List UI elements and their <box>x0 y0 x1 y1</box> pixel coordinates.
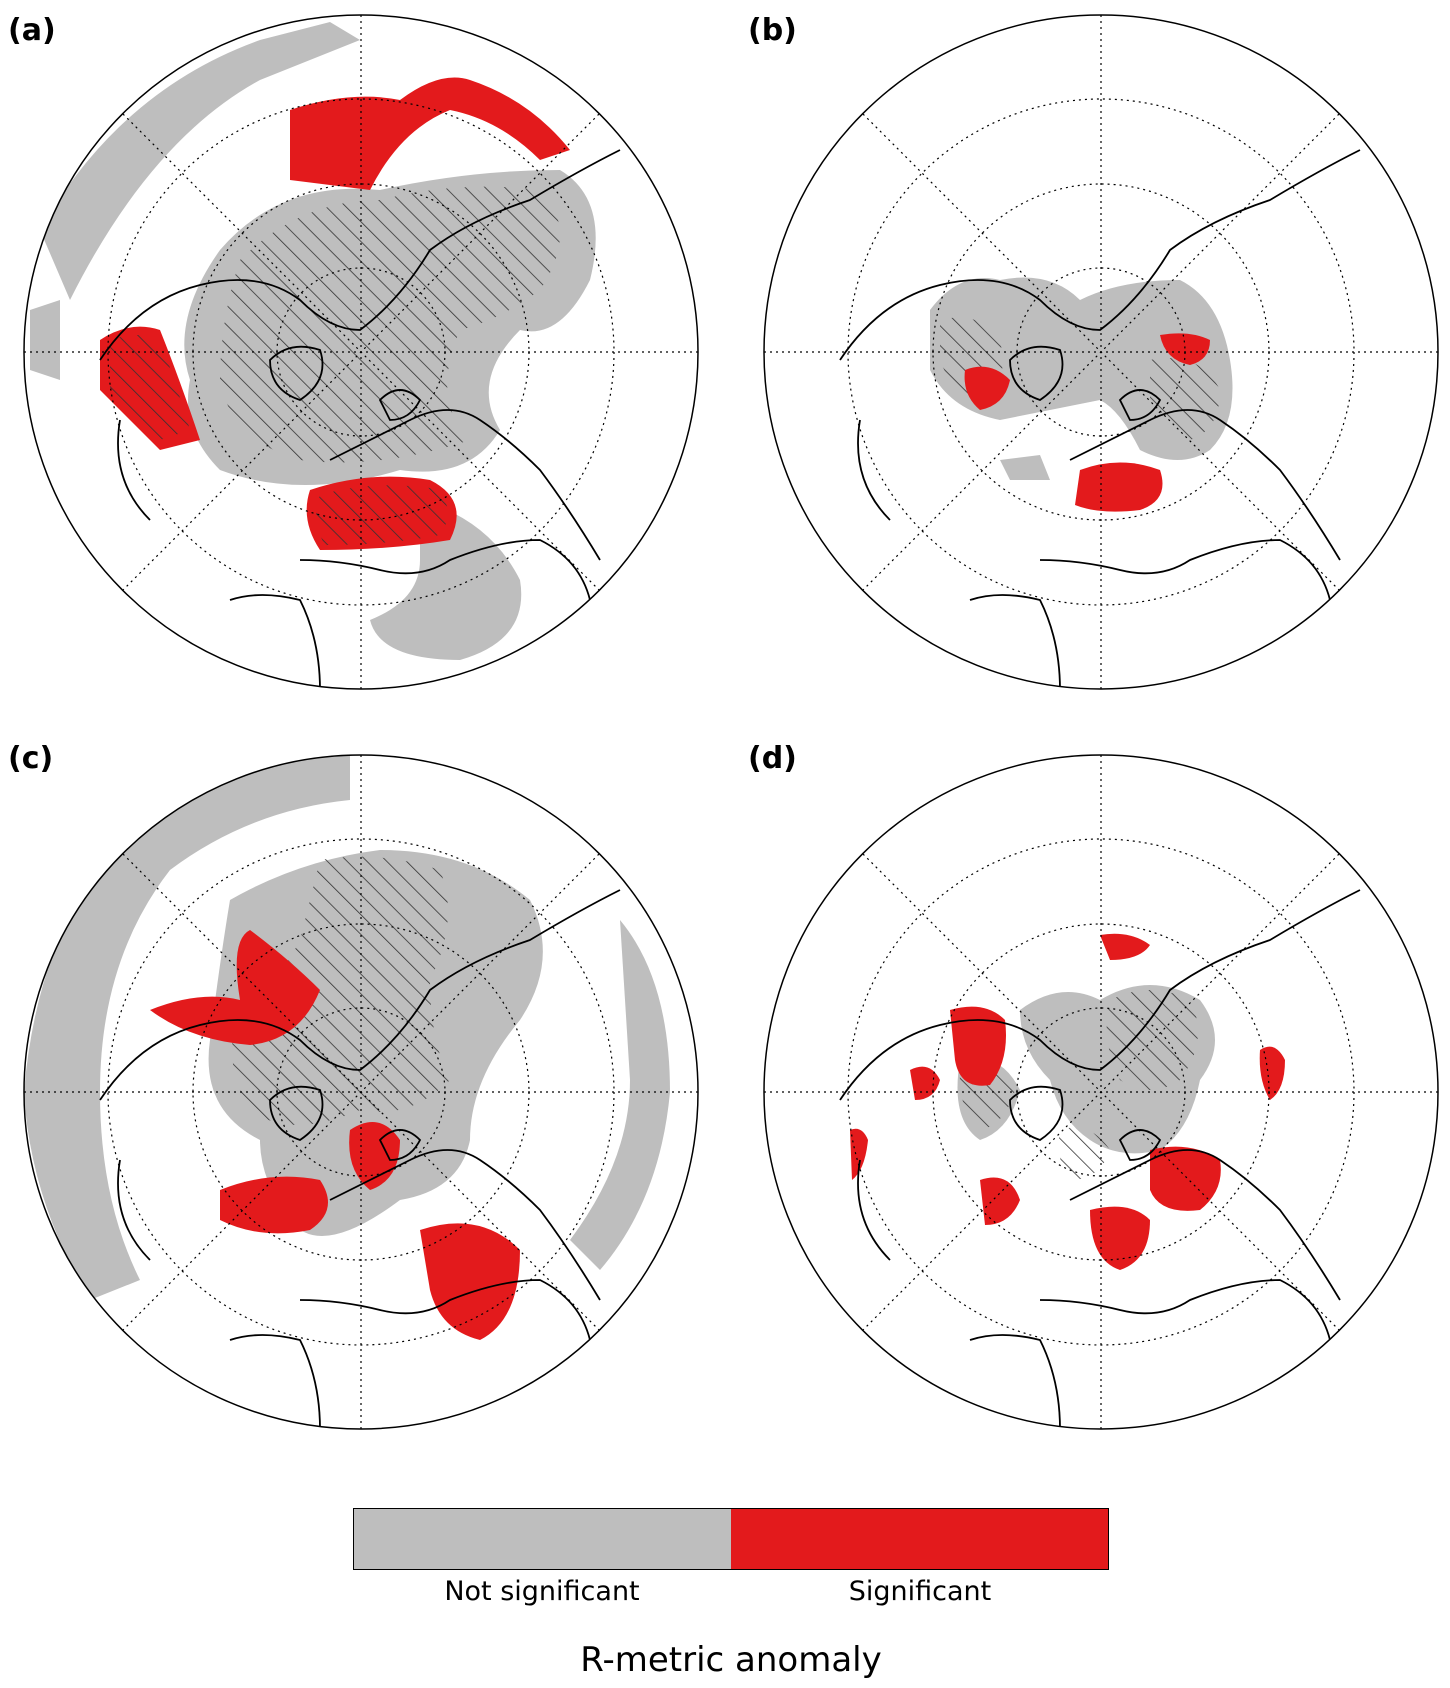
hatched-region <box>220 186 560 463</box>
graticule <box>764 755 1438 1429</box>
colorbar-title: R-metric anomaly <box>580 1640 882 1680</box>
colorbar-label-significant: Significant <box>848 1576 992 1607</box>
panel-label-a: (a) <box>8 13 56 48</box>
map-panel-a <box>23 14 699 690</box>
significant-region <box>150 930 520 1340</box>
colorbar-label-not-significant: Not significant <box>444 1576 640 1607</box>
coastline <box>99 889 621 1429</box>
panel-label-b: (b) <box>748 13 797 48</box>
graticule <box>764 15 1438 689</box>
map-panel-d <box>763 754 1439 1430</box>
colorbar-segment-significant <box>731 1509 1108 1569</box>
map-panel-b <box>763 14 1439 690</box>
significant-region <box>964 333 1210 512</box>
coastline <box>839 889 1361 1429</box>
colorbar <box>353 1508 1109 1570</box>
panel-label-d: (d) <box>748 741 797 776</box>
graticule <box>24 755 698 1429</box>
coastline <box>99 149 621 689</box>
colorbar-segment-not-significant <box>354 1509 731 1569</box>
panel-label-c: (c) <box>8 741 54 776</box>
map-panel-c <box>23 754 699 1430</box>
graticule <box>24 15 698 689</box>
coastline <box>839 149 1361 689</box>
